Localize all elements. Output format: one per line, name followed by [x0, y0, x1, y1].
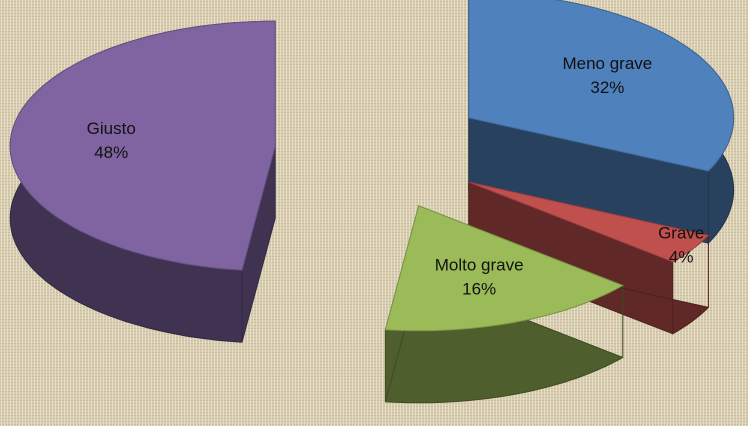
slice: [384, 205, 624, 332]
data-label-value: 48%: [94, 143, 128, 162]
data-label-value: 32%: [590, 78, 624, 97]
data-label-value: 4%: [669, 247, 694, 266]
data-label-value: 16%: [462, 279, 496, 298]
data-label-name: Molto grave: [435, 255, 524, 274]
slice: [9, 20, 276, 271]
data-label-name: Grave: [658, 223, 704, 242]
slice: [468, 181, 710, 263]
data-label-name: Meno grave: [562, 54, 652, 73]
slice: [468, 0, 735, 172]
data-label-name: Giusto: [87, 119, 136, 138]
